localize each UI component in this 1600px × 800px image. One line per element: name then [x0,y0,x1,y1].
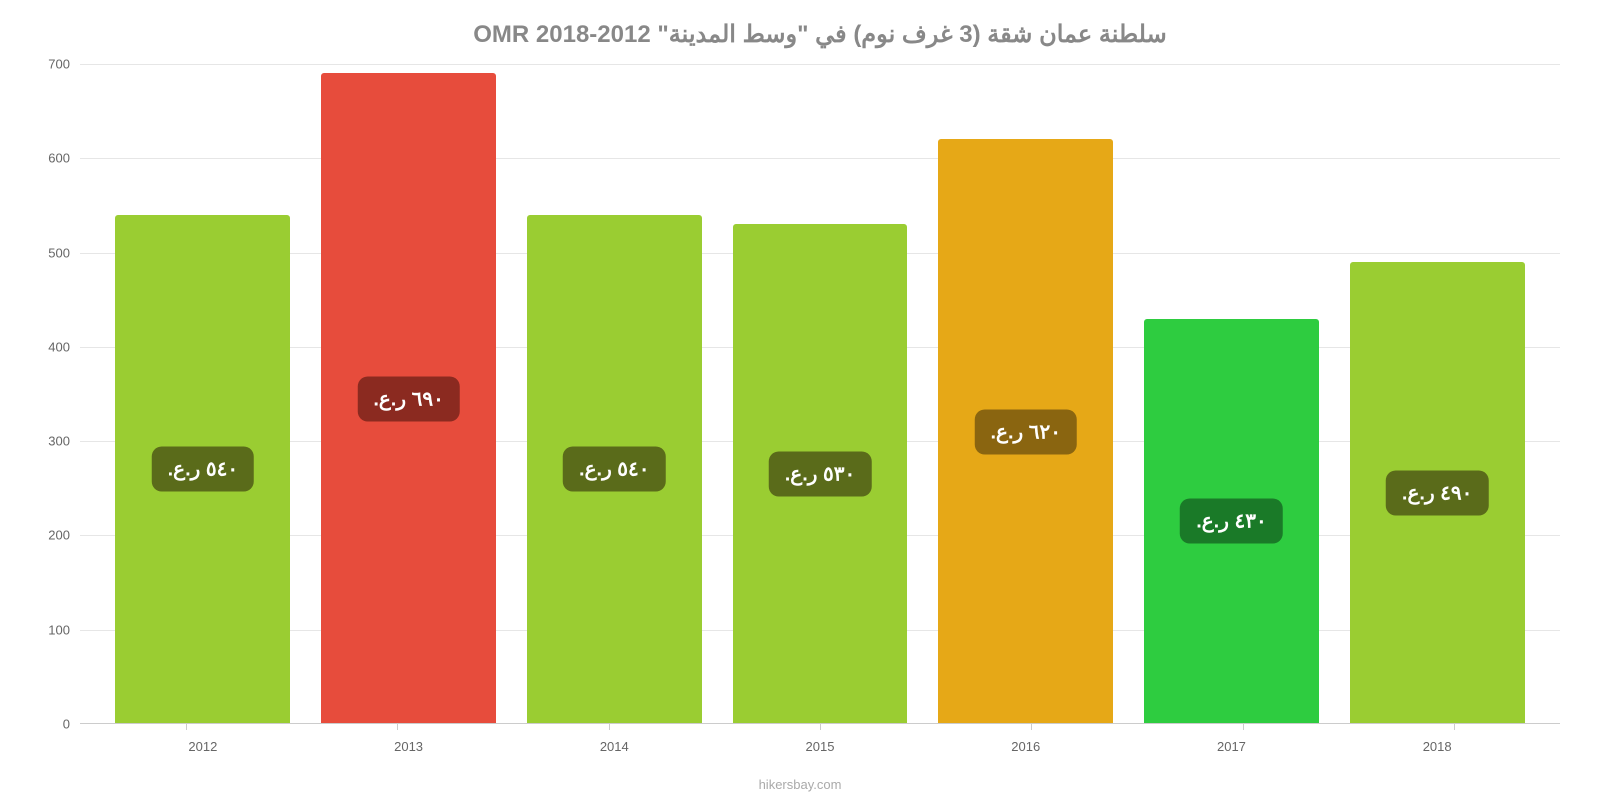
bar-wrapper: ٦٢٠ ر.ع. [923,64,1129,724]
x-tick-mark [1454,724,1455,730]
x-axis: 2012201320142015201620172018 [80,739,1560,754]
x-tick: 2013 [306,739,512,754]
x-tick: 2012 [100,739,306,754]
bar: ٦٩٠ ر.ع. [321,73,496,724]
chart-title: سلطنة عمان شقة (3 غرف نوم) في "وسط المدي… [80,20,1560,49]
y-tick: 200 [48,528,70,543]
y-tick: 600 [48,151,70,166]
x-tick-mark [609,724,610,730]
x-tick-mark [1031,724,1032,730]
chart-container: سلطنة عمان شقة (3 غرف نوم) في "وسط المدي… [0,0,1600,800]
x-tick-mark [397,724,398,730]
x-tick-mark [186,724,187,730]
bar: ٥٤٠ ر.ع. [527,215,702,724]
x-tick: 2016 [923,739,1129,754]
bar-value-label: ٤٩٠ ر.ع. [1386,471,1489,516]
bar: ٤٣٠ ر.ع. [1144,319,1319,724]
bar-value-label: ٤٣٠ ر.ع. [1180,499,1283,544]
bar: ٥٤٠ ر.ع. [115,215,290,724]
x-tick: 2015 [717,739,923,754]
bar-value-label: ٥٤٠ ر.ع. [563,447,666,492]
bar-value-label: ٥٣٠ ر.ع. [769,452,872,497]
bar-wrapper: ٤٣٠ ر.ع. [1129,64,1335,724]
bar-value-label: ٦٢٠ ر.ع. [974,409,1077,454]
bar-wrapper: ٥٣٠ ر.ع. [717,64,923,724]
y-tick: 700 [48,57,70,72]
x-tick-mark [820,724,821,730]
bar-wrapper: ٤٩٠ ر.ع. [1334,64,1540,724]
y-axis: 0100200300400500600700 [30,64,80,724]
x-tick: 2018 [1334,739,1540,754]
bars-area: ٥٤٠ ر.ع. ٦٩٠ ر.ع. ٥٤٠ ر.ع. ٥٣٠ ر.ع. ٦٢٠ ر.ع.… [80,64,1560,724]
x-tick: 2014 [511,739,717,754]
x-tick-mark [1243,724,1244,730]
bar: ٤٩٠ ر.ع. [1350,262,1525,724]
bar: ٥٣٠ ر.ع. [733,224,908,724]
bar-value-label: ٥٤٠ ر.ع. [152,447,255,492]
attribution: hikersbay.com [759,777,842,792]
y-tick: 500 [48,245,70,260]
y-tick: 300 [48,434,70,449]
bar-wrapper: ٥٤٠ ر.ع. [100,64,306,724]
bar-wrapper: ٦٩٠ ر.ع. [306,64,512,724]
bar-value-label: ٦٩٠ ر.ع. [357,376,460,421]
plot-area: 0100200300400500600700 ٥٤٠ ر.ع.٦٩٠ ر.ع.٥… [80,64,1560,724]
x-tick: 2017 [1129,739,1335,754]
bar: ٦٢٠ ر.ع. [938,139,1113,724]
bar-wrapper: ٥٤٠ ر.ع. [511,64,717,724]
y-tick: 400 [48,339,70,354]
y-tick: 0 [63,717,70,732]
y-tick: 100 [48,622,70,637]
